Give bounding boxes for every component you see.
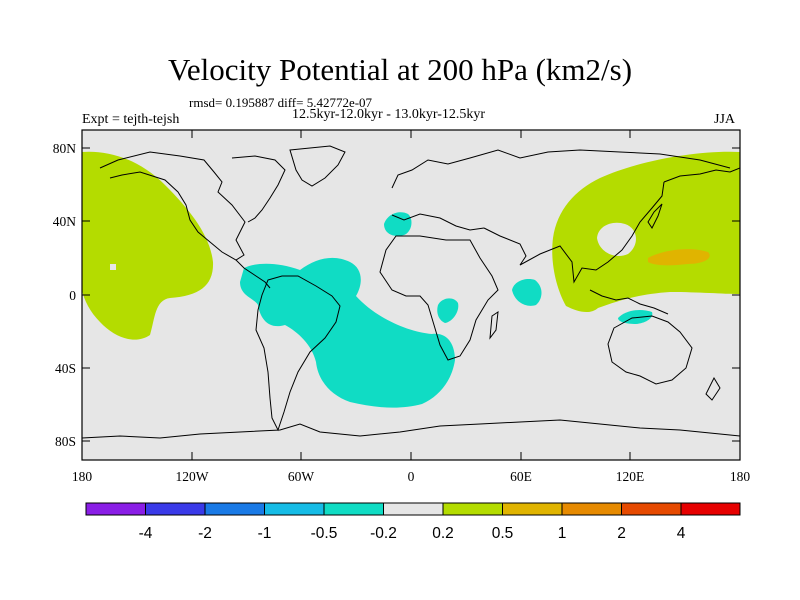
coastline-north-america — [99, 151, 246, 261]
colorbar-box — [383, 502, 444, 516]
coastline-australia — [607, 315, 693, 385]
period-label: 12.5kyr-12.0kyr - 13.0kyr-12.5kyr — [292, 107, 486, 122]
colorbar-box — [561, 502, 622, 516]
colorbar-box — [621, 502, 682, 516]
colorbar-label: -4 — [139, 525, 153, 542]
colorbar-label: 2 — [617, 525, 626, 542]
coastline-antarctica — [82, 419, 740, 439]
coastline-new-zealand — [705, 376, 721, 401]
y-tick-label: 40S — [55, 361, 76, 376]
coastline-mediterranean — [391, 213, 485, 231]
plot-title: Velocity Potential at 200 hPa (km2/s) — [167, 52, 633, 87]
colorbar-box — [442, 502, 503, 516]
colorbar-label: 0.2 — [432, 525, 454, 542]
colorbar-label: -2 — [198, 525, 212, 542]
x-tick-label: 180 — [730, 469, 751, 484]
colorbar-box — [85, 502, 146, 516]
x-tick-label: 120W — [176, 469, 209, 484]
coastline-east-asia — [663, 167, 740, 183]
coastline-japan — [647, 203, 663, 229]
colorbar-label: -0.2 — [370, 525, 397, 542]
colorbar-box — [502, 502, 563, 516]
colorbar-label: 4 — [677, 525, 686, 542]
negative-region-mediterranean — [384, 212, 412, 236]
y-tick-label: 80N — [53, 141, 77, 156]
x-tick-label: 180 — [72, 469, 93, 484]
negative-region-central-africa — [437, 298, 459, 323]
colorbar-label: 1 — [558, 525, 567, 542]
season-label: JJA — [714, 112, 736, 127]
colorbar-box — [204, 502, 265, 516]
colorbar: -4 -2 -1 -0.5 -0.2 0.2 0.5 1 2 4 — [85, 502, 741, 542]
coastline-greenland — [289, 145, 346, 187]
strong-positive-region-west-pacific — [648, 249, 710, 266]
x-tick-label: 60W — [288, 469, 315, 484]
x-tick-label: 120E — [616, 469, 645, 484]
coastline-alaska-east-canada — [231, 155, 286, 223]
x-tick-label: 60E — [510, 469, 532, 484]
colorbar-box — [680, 502, 741, 516]
coastlines — [82, 145, 740, 439]
colorbar-label: 0.5 — [492, 525, 514, 542]
coastline-south-america — [255, 275, 341, 432]
y-tick-label: 0 — [69, 288, 76, 303]
coastline-africa — [379, 235, 499, 361]
small-hole-pacific — [110, 264, 116, 270]
colorbar-box — [323, 502, 384, 516]
coastline-arabia-india — [483, 181, 665, 284]
colorbar-box — [264, 502, 325, 516]
coastline-madagascar — [489, 310, 499, 340]
y-axis-ticks — [82, 147, 740, 442]
negative-region-atlantic-southamerica — [240, 257, 455, 408]
colorbar-box — [145, 502, 206, 516]
negative-region-indian-ocean — [512, 279, 542, 306]
coastline-europe — [391, 149, 731, 189]
y-tick-label: 80S — [55, 434, 76, 449]
positive-region-north-pacific — [82, 151, 214, 340]
positive-hole-china — [597, 222, 636, 257]
colorbar-label: -0.5 — [311, 525, 338, 542]
y-tick-label: 40N — [53, 214, 77, 229]
positive-region-asia-pacific — [552, 151, 740, 313]
experiment-label: Expt = tejth-tejsh — [82, 112, 180, 127]
contour-fields — [82, 151, 740, 408]
rmsd-diff-stats: rmsd= 0.195887 diff= 5.42772e-07 — [189, 95, 373, 110]
coastline-indonesia — [589, 289, 669, 315]
x-axis-ticks — [81, 130, 741, 460]
x-tick-label: 0 — [408, 469, 415, 484]
colorbar-label: -1 — [258, 525, 272, 542]
